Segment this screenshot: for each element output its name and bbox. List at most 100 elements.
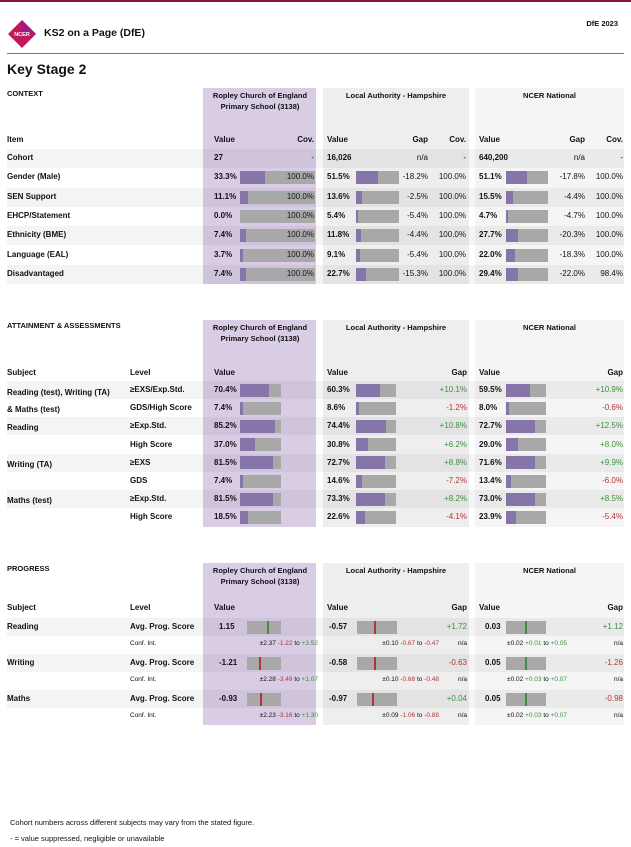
- attainment-la-bar-fill: [356, 438, 369, 452]
- context-national-value: 51.1%: [479, 172, 502, 182]
- attainment-la-bar: [356, 419, 396, 433]
- progress-school-bar-marker: [258, 656, 261, 670]
- context-header-item: Item: [7, 135, 24, 144]
- context-national-cov: 100.0%: [595, 230, 623, 240]
- attainment-school-bar: [240, 474, 281, 488]
- attainment-la-bar: [356, 474, 396, 488]
- attainment-national-bar-fill: [506, 474, 512, 488]
- progress-national-ci-low: +0.01: [525, 640, 542, 647]
- context-la-cov: 100.0%: [438, 249, 466, 259]
- attainment-national-value: 23.9%: [479, 512, 502, 522]
- progress-la-ci: ±0.09 -1.06 to -0.88: [327, 710, 439, 722]
- context-school-cov: 100.0%: [286, 172, 314, 182]
- progress-header-nat-gap: Gap: [607, 603, 623, 612]
- progress-national-gap-na: n/a: [613, 640, 623, 647]
- progress-national-heading: NCER National: [523, 566, 576, 575]
- attainment-header-la-value: Value: [327, 368, 348, 377]
- context-la-bar-fill: [356, 171, 379, 185]
- attainment-national-bar: [506, 510, 546, 524]
- progress-section: PROGRESS Ropley Church of England Primary…: [7, 563, 624, 725]
- attainment-la-value: 72.7%: [327, 457, 350, 467]
- context-item-label: Language (EAL): [7, 249, 69, 259]
- progress-school-ci-low: -3.16: [277, 712, 293, 719]
- progress-la-ci-to: to: [416, 640, 423, 647]
- progress-national-ci: ±0.02 +0.03 to +0.07: [477, 710, 567, 722]
- attainment-la-column-bg: [323, 320, 469, 527]
- attainment-level-label: ≥Exp.Std.: [130, 421, 167, 431]
- attainment-national-bar-fill: [506, 492, 536, 506]
- progress-school-ci-to: to: [294, 712, 300, 719]
- progress-school-heading: Ropley Church of England Primary School …: [212, 566, 308, 586]
- progress-la-ci: ±0.10 -0.67 to -0.47: [327, 638, 439, 650]
- attainment-school-bar-fill: [240, 383, 269, 397]
- progress-la-bar: [357, 620, 397, 634]
- progress-la-gap: +0.04: [446, 694, 467, 703]
- progress-national-value: 0.05: [485, 694, 501, 703]
- attainment-school-bar: [240, 492, 281, 506]
- attainment-header-la-gap: Gap: [451, 368, 467, 377]
- page-title: Key Stage 2: [7, 61, 87, 77]
- context-la-value: 22.7%: [327, 268, 350, 278]
- attainment-school-bar-fill: [240, 474, 244, 488]
- context-national-gap: -20.3%: [559, 230, 585, 240]
- context-national-cov: 100.0%: [595, 172, 623, 182]
- attainment-row-stripe: [7, 453, 624, 472]
- progress-national-ci-high: +0.07: [550, 676, 567, 683]
- context-school-bar: [240, 229, 315, 243]
- context-la-cov: -: [463, 153, 466, 162]
- context-national-cov: -: [620, 153, 623, 162]
- context-section: CONTEXT Ropley Church of England Primary …: [7, 88, 624, 284]
- context-national-value: 27.7%: [479, 230, 502, 240]
- progress-row-stripe: [7, 654, 624, 672]
- context-la-bar: [356, 267, 399, 281]
- attainment-la-gap: +8.2%: [444, 494, 467, 504]
- progress-school-ci-low: -1.22: [277, 640, 293, 647]
- context-la-gap: -5.4%: [407, 210, 428, 220]
- attainment-header-level: Level: [130, 368, 151, 377]
- attainment-header-subject: Subject: [7, 368, 36, 377]
- context-la-cov: 100.0%: [438, 210, 466, 220]
- progress-la-value: -0.57: [329, 622, 348, 631]
- context-header-school-cov: Cov.: [297, 135, 314, 144]
- progress-la-ci-high: -0.48: [424, 676, 439, 683]
- progress-header-la-gap: Gap: [451, 603, 467, 612]
- footer-note-suppressed: - = value suppressed, negligible or unav…: [10, 834, 165, 843]
- attainment-la-gap: +6.2%: [444, 439, 467, 449]
- context-la-value: 16,026: [327, 153, 352, 162]
- attainment-national-column-bg: [475, 320, 624, 527]
- progress-school-ci: ±2.28 -3.49 to +1.07: [204, 674, 318, 686]
- context-row-stripe: [7, 149, 624, 168]
- context-national-column-bg: [475, 88, 624, 284]
- attainment-la-bar: [356, 383, 396, 397]
- progress-national-ci-high: +0.07: [550, 712, 567, 719]
- progress-la-value: -0.58: [329, 658, 348, 667]
- context-header-nat-gap: Gap: [569, 135, 585, 144]
- progress-national-gap: +1.12: [602, 622, 623, 631]
- progress-school-ci-high: +3.52: [301, 640, 318, 647]
- progress-header-la-value: Value: [327, 603, 348, 612]
- progress-row-stripe: [7, 618, 624, 636]
- attainment-la-bar-fill: [356, 401, 360, 415]
- attainment-la-bar: [356, 510, 396, 524]
- progress-la-heading: Local Authority - Hampshire: [345, 566, 447, 575]
- attainment-school-bar: [240, 456, 281, 470]
- progress-national-gap: -1.26: [604, 658, 623, 667]
- context-la-bar-fill: [356, 248, 360, 262]
- attainment-la-bar-fill: [356, 419, 386, 433]
- attainment-la-value: 14.6%: [327, 476, 350, 485]
- progress-national-ci-pm: ±0.02: [507, 676, 524, 683]
- progress-level-label: Avg. Prog. Score: [130, 622, 195, 631]
- attainment-school-bar: [240, 401, 281, 415]
- context-national-cov: 100.0%: [595, 210, 623, 220]
- progress-school-ci-high: +1.30: [301, 712, 318, 719]
- attainment-national-value: 73.0%: [479, 494, 502, 504]
- progress-la-bar: [357, 656, 397, 670]
- context-la-bar: [356, 190, 399, 204]
- progress-national-value: 0.03: [485, 622, 501, 631]
- context-school-value: 7.4%: [214, 230, 233, 240]
- attainment-national-bar: [506, 383, 546, 397]
- progress-header-subject: Subject: [7, 603, 36, 612]
- attainment-row-stripe: [7, 417, 624, 436]
- progress-national-ci-low: +0.03: [525, 676, 542, 683]
- progress-school-ci-pm: ±2.23: [259, 712, 276, 719]
